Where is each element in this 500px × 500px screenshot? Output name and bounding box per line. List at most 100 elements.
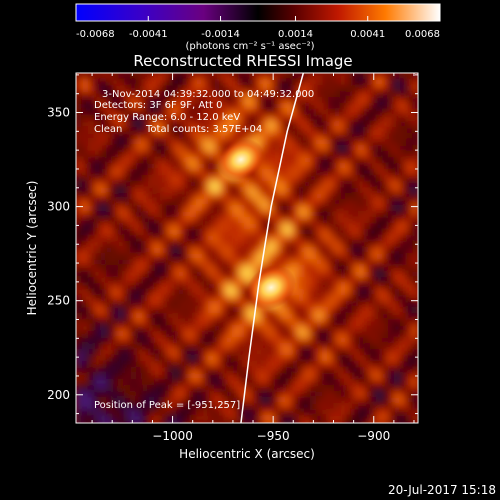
heatmap-cell	[244, 343, 251, 350]
heatmap-cell	[88, 247, 95, 254]
heatmap-cell	[394, 139, 401, 146]
heatmap-cell	[202, 115, 209, 122]
heatmap-cell	[232, 211, 239, 218]
heatmap-cell	[280, 97, 287, 104]
heatmap-cell	[196, 325, 203, 332]
heatmap-cell	[370, 229, 377, 236]
heatmap-cell	[274, 79, 281, 86]
heatmap-cell	[364, 175, 371, 182]
heatmap-cell	[334, 397, 341, 404]
heatmap-cell	[232, 301, 239, 308]
heatmap-cell	[280, 85, 287, 92]
heatmap-cell	[376, 235, 383, 242]
heatmap-cell	[328, 379, 335, 386]
heatmap-cell	[370, 403, 377, 410]
heatmap-cell	[220, 421, 227, 423]
heatmap-cell	[100, 175, 107, 182]
heatmap-cell	[148, 127, 155, 134]
heatmap-cell	[166, 307, 173, 314]
heatmap-cell	[214, 331, 221, 338]
heatmap-cell	[208, 85, 215, 92]
heatmap-cell	[202, 193, 209, 200]
heatmap-cell	[262, 361, 269, 368]
heatmap-cell	[196, 421, 203, 423]
heatmap-cell	[214, 259, 221, 266]
heatmap-cell	[310, 403, 317, 410]
heatmap-cell	[178, 127, 185, 134]
heatmap-cell	[346, 337, 353, 344]
heatmap-cell	[334, 289, 341, 296]
heatmap-cell	[364, 109, 371, 116]
heatmap-cell	[178, 139, 185, 146]
heatmap-cell	[298, 313, 305, 320]
heatmap-cell	[352, 325, 359, 332]
heatmap-cell	[382, 325, 389, 332]
heatmap-cell	[262, 421, 269, 423]
heatmap-cell	[238, 241, 245, 248]
heatmap-cell	[244, 313, 251, 320]
heatmap-cell	[322, 217, 329, 224]
heatmap-cell	[106, 127, 113, 134]
heatmap-cell	[106, 307, 113, 314]
heatmap-cell	[340, 157, 347, 164]
heatmap-cell	[280, 325, 287, 332]
heatmap-cell	[232, 97, 239, 104]
heatmap-cell	[76, 199, 83, 206]
heatmap-cell	[268, 403, 275, 410]
heatmap-cell	[214, 79, 221, 86]
heatmap-cell	[76, 163, 83, 170]
heatmap-cell	[376, 271, 383, 278]
heatmap-cell	[160, 97, 167, 104]
heatmap-cell	[112, 295, 119, 302]
heatmap-cell	[202, 355, 209, 362]
heatmap-cell	[172, 133, 179, 140]
heatmap-cell	[262, 121, 269, 128]
heatmap-cell	[244, 223, 251, 230]
heatmap-cell	[304, 247, 311, 254]
heatmap-cell	[220, 217, 227, 224]
heatmap-cell	[88, 211, 95, 218]
heatmap-cell	[226, 241, 233, 248]
heatmap-cell	[178, 409, 185, 416]
heatmap-cell	[190, 349, 197, 356]
heatmap-cell	[328, 421, 335, 423]
heatmap-cell	[148, 73, 155, 80]
heatmap-cell	[412, 235, 418, 242]
heatmap-cell	[286, 385, 293, 392]
heatmap-cell	[130, 361, 137, 368]
heatmap-cell	[154, 109, 161, 116]
heatmap-cell	[106, 331, 113, 338]
heatmap-cell	[358, 253, 365, 260]
heatmap-cell	[328, 121, 335, 128]
heatmap-cell	[268, 151, 275, 158]
heatmap-cell	[202, 139, 209, 146]
heatmap-cell	[136, 349, 143, 356]
heatmap-cell	[172, 355, 179, 362]
heatmap-cell	[262, 133, 269, 140]
heatmap-cell	[322, 337, 329, 344]
heatmap-cell	[346, 223, 353, 230]
heatmap-cell	[106, 157, 113, 164]
heatmap-cell	[280, 349, 287, 356]
heatmap-cell	[244, 205, 251, 212]
heatmap-cell	[274, 133, 281, 140]
heatmap-cell	[244, 97, 251, 104]
heatmap-cell	[334, 241, 341, 248]
heatmap-cell	[184, 343, 191, 350]
heatmap-cell	[322, 397, 329, 404]
heatmap-cell	[166, 205, 173, 212]
heatmap-cell	[400, 127, 407, 134]
heatmap-cell	[118, 241, 125, 248]
heatmap-cell	[298, 145, 305, 152]
heatmap-cell	[160, 415, 167, 422]
heatmap-cell	[310, 169, 317, 176]
heatmap-cell	[328, 289, 335, 296]
heatmap-cell	[166, 409, 173, 416]
heatmap-cell	[94, 79, 101, 86]
heatmap-cell	[190, 367, 197, 374]
heatmap-cell	[154, 157, 161, 164]
heatmap-cell	[328, 253, 335, 260]
heatmap-cell	[160, 139, 167, 146]
heatmap-cell	[292, 151, 299, 158]
heatmap-cell	[100, 223, 107, 230]
